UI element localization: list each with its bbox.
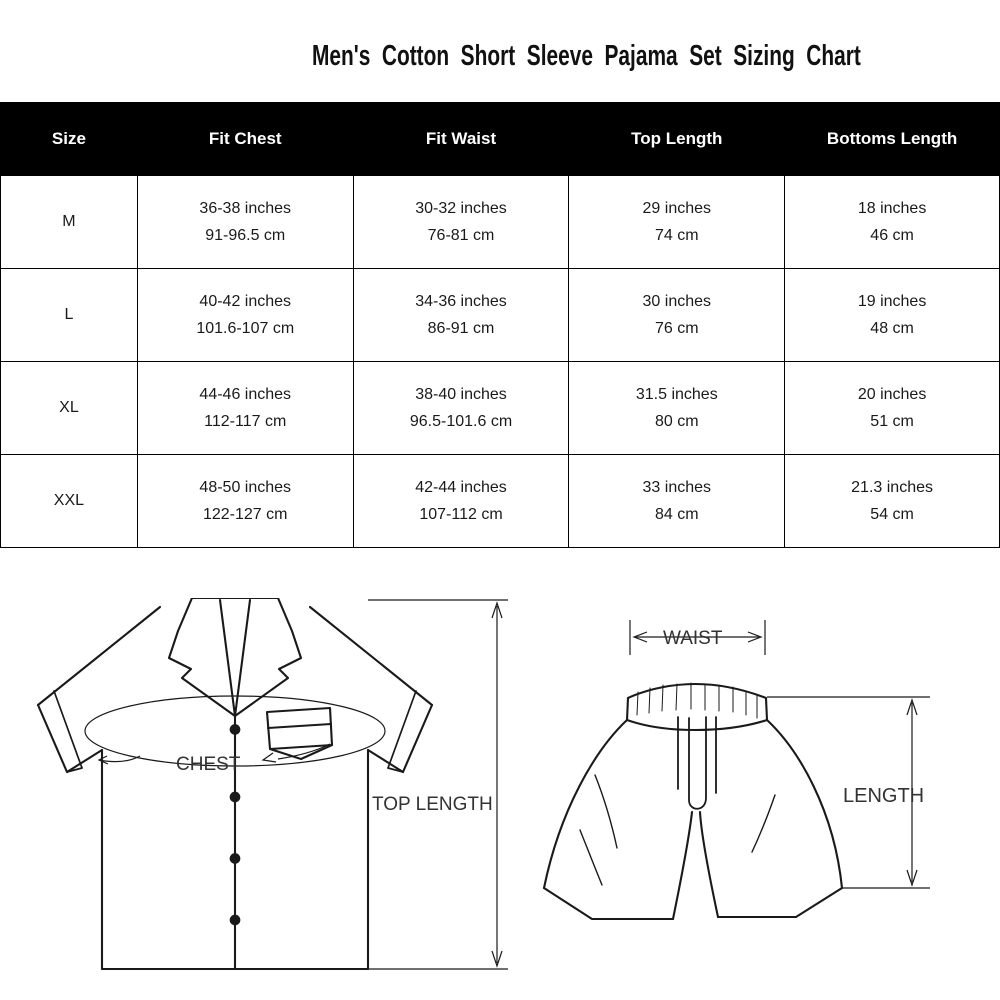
- svg-text:CHEST: CHEST: [176, 754, 241, 775]
- svg-text:LENGTH: LENGTH: [843, 785, 924, 807]
- svg-text:WAIST: WAIST: [663, 628, 723, 649]
- svg-text:TOP LENGTH: TOP LENGTH: [372, 794, 493, 815]
